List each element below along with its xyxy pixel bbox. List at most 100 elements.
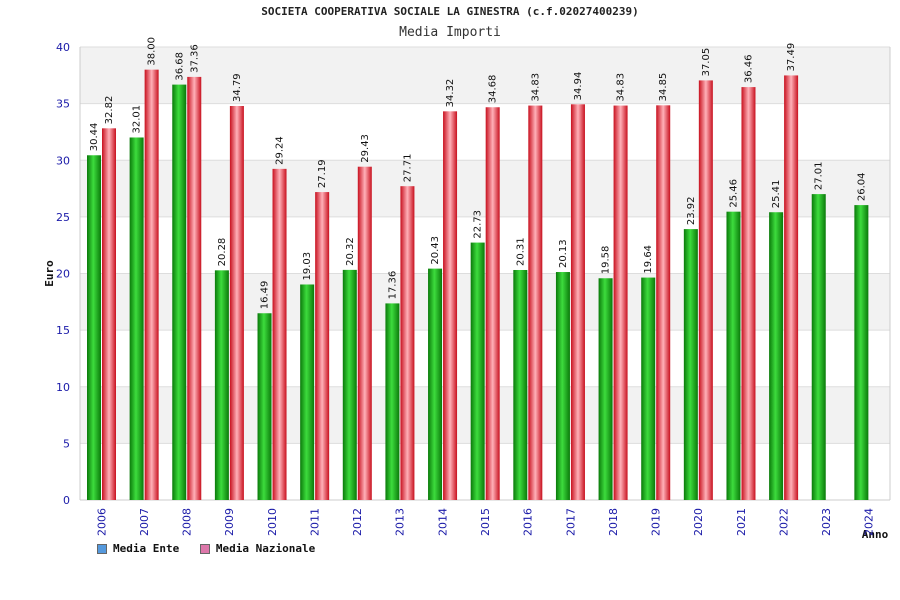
x-axis-label: Anno (862, 528, 889, 541)
data-label: 34.83 (530, 73, 541, 102)
chart-subtitle: Media Importi (399, 25, 501, 40)
x-tick-label: 2018 (607, 508, 620, 536)
grid-band (80, 160, 890, 217)
data-label: 25.46 (728, 179, 739, 208)
data-label: 30.44 (89, 123, 100, 152)
data-label: 26.04 (856, 172, 867, 201)
bar-media-nazionale-2007 (144, 69, 159, 501)
bar-media-nazionale-2006 (102, 128, 116, 500)
y-tick-label: 25 (56, 211, 70, 224)
bar-media-nazionale-2016 (528, 105, 543, 501)
y-tick-label: 10 (56, 381, 70, 394)
x-tick-label: 2014 (436, 508, 449, 536)
data-label: 20.43 (430, 236, 441, 265)
y-tick-label: 40 (56, 41, 70, 54)
bar-media-nazionale-2013 (400, 186, 415, 500)
y-tick-label: 20 (56, 268, 70, 281)
x-tick-label: 2010 (266, 508, 279, 536)
legend-swatch-media-nazionale (199, 543, 210, 554)
legend-label-media-ente: Media Ente (113, 542, 180, 555)
x-tick-label: 2013 (394, 508, 407, 536)
data-label: 20.13 (558, 239, 569, 268)
legend: Media Ente Media Nazionale (97, 542, 329, 557)
bar-media-nazionale-2018 (613, 105, 628, 501)
bar-media-nazionale-2014 (443, 111, 458, 501)
y-tick-label: 5 (63, 437, 70, 450)
data-label: 32.82 (104, 96, 115, 125)
x-tick-label: 2012 (351, 508, 364, 536)
x-tick-label: 2023 (820, 508, 833, 536)
x-tick-label: 2011 (308, 508, 321, 536)
data-label: 34.94 (573, 72, 584, 101)
x-tick-label: 2022 (777, 508, 790, 536)
data-label: 20.32 (345, 237, 356, 266)
y-tick-label: 15 (56, 324, 70, 337)
x-tick-label: 2015 (479, 508, 492, 536)
data-label: 38.00 (147, 37, 158, 66)
data-label: 23.92 (686, 196, 697, 225)
bar-media-nazionale-2021 (741, 87, 756, 500)
data-label: 27.01 (814, 161, 825, 190)
data-label: 34.79 (232, 73, 243, 102)
bar-media-ente-2011 (300, 284, 315, 500)
bar-media-ente-2020 (683, 229, 698, 500)
x-tick-label: 2024 (863, 508, 876, 536)
bar-media-ente-2014 (428, 268, 443, 500)
grid-band (80, 386, 890, 444)
legend-label-media-nazionale: Media Nazionale (215, 542, 316, 555)
bar-media-nazionale-2017 (570, 104, 585, 500)
data-label: 34.32 (445, 79, 456, 108)
data-label: 36.46 (743, 54, 754, 83)
x-tick-label: 2019 (650, 508, 663, 536)
y-tick-label: 30 (56, 154, 70, 167)
data-label: 37.36 (189, 44, 200, 73)
data-label: 25.41 (771, 180, 782, 209)
bar-media-nazionale-2009 (229, 106, 244, 501)
bar-media-nazionale-2019 (656, 105, 671, 500)
x-tick-label: 2021 (735, 508, 748, 536)
y-axis-label: Euro (43, 260, 56, 287)
bar-media-nazionale-2008 (187, 76, 202, 500)
data-label: 19.64 (643, 245, 654, 274)
x-tick-label: 2007 (138, 508, 151, 536)
legend-swatch-media-ente (97, 543, 107, 554)
data-label: 29.43 (360, 134, 371, 163)
data-label: 22.73 (473, 210, 484, 239)
bar-media-ente-2012 (342, 269, 357, 500)
y-tick-label: 0 (63, 494, 70, 507)
bar-media-nazionale-2022 (784, 75, 799, 500)
bar-media-ente-2010 (257, 313, 272, 500)
bar-media-ente-2023 (811, 194, 826, 500)
bar-media-ente-2017 (555, 272, 570, 500)
bar-media-ente-2018 (598, 278, 613, 500)
data-label: 34.85 (658, 73, 669, 102)
grid-band (80, 47, 890, 104)
data-label: 17.36 (387, 271, 398, 300)
bar-media-ente-2024 (854, 205, 869, 501)
bar-media-nazionale-2020 (698, 80, 713, 500)
bar-media-nazionale-2010 (272, 168, 287, 500)
bar-media-ente-2016 (513, 269, 528, 500)
data-label: 27.19 (317, 159, 328, 188)
data-label: 20.31 (515, 237, 526, 266)
bar-media-ente-2015 (470, 242, 485, 500)
data-label: 32.01 (132, 105, 143, 134)
bar-media-ente-2022 (769, 212, 784, 500)
data-label: 34.68 (488, 75, 499, 104)
data-label: 34.83 (616, 73, 627, 102)
x-tick-label: 2009 (223, 508, 236, 536)
chart-title: SOCIETA COOPERATIVA SOCIALE LA GINESTRA … (261, 5, 639, 18)
data-label: 16.49 (260, 281, 271, 310)
y-tick-label: 35 (56, 98, 70, 111)
legend-item-media-nazionale: Media Nazionale (199, 542, 316, 555)
x-tick-label: 2020 (692, 508, 705, 536)
x-tick-label: 2008 (181, 508, 194, 536)
x-tick-label: 2017 (564, 508, 577, 536)
bar-media-ente-2007 (129, 137, 144, 500)
bar-media-nazionale-2011 (315, 192, 330, 501)
legend-item-media-ente: Media Ente (97, 542, 179, 555)
data-label: 36.68 (174, 52, 185, 81)
data-label: 19.58 (601, 246, 612, 275)
data-label: 20.28 (217, 238, 228, 267)
x-tick-label: 2006 (95, 508, 108, 536)
